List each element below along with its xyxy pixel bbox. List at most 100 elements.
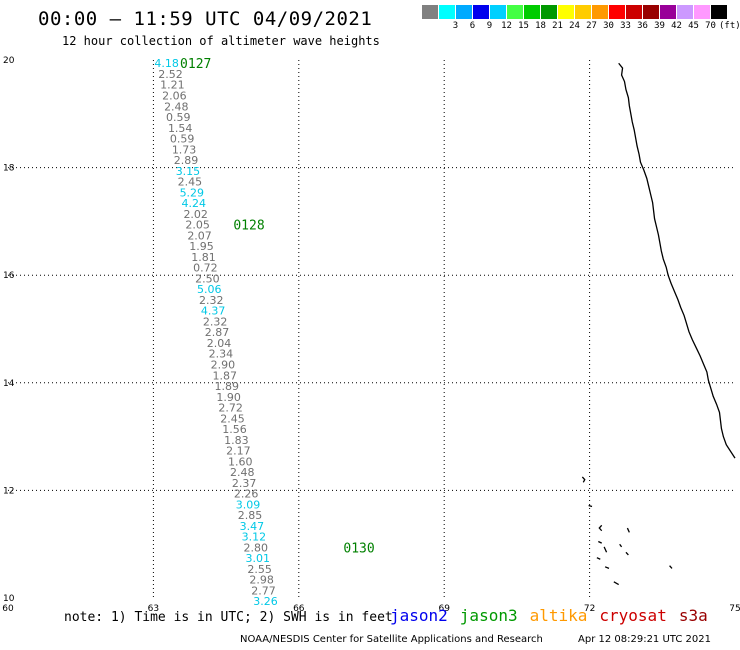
lat-tick-label: 10: [3, 594, 15, 604]
pass-time-label: 0128: [233, 219, 264, 234]
legend-label: 21: [552, 21, 563, 31]
swh-observation: 3.15: [176, 165, 201, 178]
swh-observation: 0.72: [193, 262, 218, 275]
lat-tick-label: 14: [3, 379, 15, 389]
swh-observation: 2.48: [164, 100, 189, 113]
legend-label: 18: [535, 21, 546, 31]
swh-observation: 4.18: [154, 57, 179, 70]
legend-swatch: [558, 5, 575, 19]
lat-tick-label: 18: [3, 164, 15, 174]
satellite-altika: altika: [529, 606, 588, 625]
generated-timestamp: Apr 12 08:29:21 UTC 2021: [578, 634, 711, 645]
legend-label: 24: [569, 21, 580, 31]
legend-swatch: [422, 5, 439, 19]
swh-observation: 1.83: [224, 434, 249, 447]
satellite-jason2: jason2: [390, 606, 448, 625]
island: [604, 566, 610, 570]
page-title: 00:00 – 11:59 UTC 04/09/2021: [38, 8, 373, 30]
swh-observation: 2.45: [178, 176, 203, 189]
legend-label: 36: [637, 21, 648, 31]
swh-observation: 3.47: [240, 520, 264, 533]
swh-observation: 4.24: [182, 197, 207, 210]
island: [596, 557, 601, 560]
lon-tick-label: 60: [2, 604, 14, 614]
legend-label: 39: [654, 21, 665, 31]
legend-label: 15: [518, 21, 529, 31]
legend-swatch: [592, 5, 609, 19]
legend-swatch: [575, 5, 592, 19]
swh-observation: 2.17: [226, 445, 251, 458]
swh-observation: 2.55: [247, 563, 272, 576]
swh-observation: 2.32: [199, 294, 224, 307]
legend-label: 70: [705, 21, 716, 31]
swh-observation: 1.81: [191, 251, 216, 264]
swh-observation: 1.56: [222, 423, 247, 436]
swh-observation: 2.98: [249, 574, 274, 587]
swh-observation: 1.73: [172, 143, 197, 156]
swh-observation: 2.45: [220, 412, 245, 425]
swh-observation: 1.21: [160, 79, 185, 92]
swh-observation: 5.06: [197, 283, 222, 296]
legend-label: 12: [501, 21, 512, 31]
legend-swatch: [711, 5, 728, 19]
swh-observation: 1.60: [228, 455, 253, 468]
legend-swatch: [609, 5, 626, 19]
swh-observation: 2.04: [207, 337, 232, 350]
swh-observation: 3.26: [253, 595, 278, 608]
swh-observation: 2.90: [211, 359, 236, 372]
island: [603, 546, 608, 553]
swh-observation: 2.07: [187, 229, 212, 242]
island: [581, 476, 586, 483]
lon-tick-label: 69: [438, 604, 450, 614]
swh-observation: 2.52: [158, 68, 183, 81]
swh-observation: 2.34: [209, 348, 234, 361]
lat-tick-label: 16: [3, 271, 15, 281]
lon-tick-label: 72: [584, 604, 595, 614]
swh-observation: 2.89: [174, 154, 199, 167]
legend-swatch: [626, 5, 643, 19]
legend-label: 30: [603, 21, 614, 31]
swh-observation: 2.06: [162, 90, 187, 103]
lat-tick-label: 20: [3, 56, 15, 66]
island: [598, 540, 602, 544]
legend-swatch: [524, 5, 541, 19]
pass-time-label: 0130: [343, 541, 374, 556]
island: [626, 527, 630, 533]
legend-swatch: [541, 5, 558, 19]
swh-observation: 1.54: [168, 122, 193, 135]
legend-label: 45: [688, 21, 699, 31]
color-legend: [422, 5, 728, 19]
swh-observation: 5.29: [180, 186, 205, 199]
legend-swatch: [660, 5, 677, 19]
coastline: [618, 62, 736, 459]
pass-time-label: 0127: [180, 57, 211, 72]
satellite-cryosat: cryosat: [599, 606, 667, 625]
swh-observation: 2.85: [238, 509, 263, 522]
swh-observation: 2.26: [234, 488, 259, 501]
legend-label: 27: [586, 21, 597, 31]
legend-swatch: [490, 5, 507, 19]
swh-observation: 1.89: [214, 380, 239, 393]
swh-observation: 4.37: [201, 305, 226, 318]
swh-observation: 0.59: [166, 111, 191, 124]
legend-label: 9: [486, 21, 493, 31]
legend-swatch: [643, 5, 660, 19]
lon-tick-label: 66: [293, 604, 305, 614]
island: [625, 551, 629, 556]
swh-observation: 3.09: [236, 498, 261, 511]
island: [598, 524, 603, 532]
satellite-s3a: s3a: [678, 606, 708, 625]
swh-observation: 1.95: [189, 240, 214, 253]
island: [613, 581, 619, 586]
swh-observation: 1.90: [216, 391, 241, 404]
island: [619, 543, 623, 548]
swh-observation: 2.02: [183, 208, 208, 221]
page-subtitle: 12 hour collection of altimeter wave hei…: [62, 34, 380, 48]
legend-swatch: [677, 5, 694, 19]
footer-note: note: 1) Time is in UTC; 2) SWH is in fe…: [64, 610, 393, 625]
swh-observation: 2.77: [251, 584, 276, 597]
satellite-legend: jason2 jason3 altika cryosat s3a: [390, 606, 720, 625]
swh-observation: 2.37: [232, 477, 257, 490]
legend-label: 3: [452, 21, 459, 31]
